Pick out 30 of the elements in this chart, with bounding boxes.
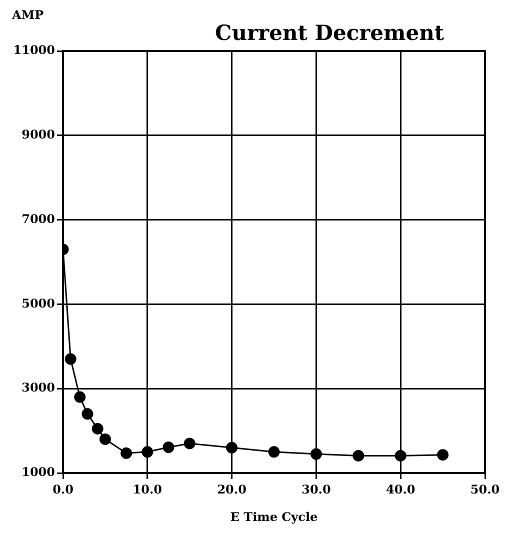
y-tick-label: 1000	[22, 465, 55, 480]
x-tick-label: 0.0	[52, 482, 74, 496]
point	[99, 433, 111, 445]
y-tick-label: 9000	[22, 128, 55, 142]
point	[120, 447, 132, 459]
point	[394, 450, 406, 462]
y-tick-label: 7000	[22, 212, 55, 226]
point	[142, 446, 154, 458]
x-tick-label: 20.0	[217, 482, 246, 496]
point	[226, 442, 238, 454]
point	[82, 408, 94, 420]
x-axis-title: E Time Cycle	[229, 510, 319, 524]
point	[74, 391, 86, 403]
x-tick-label: 10.0	[132, 482, 162, 496]
point	[352, 450, 364, 462]
x-tick-label: 50.0	[470, 482, 500, 496]
point	[184, 438, 196, 450]
y-tick-label: 5000	[22, 296, 55, 310]
point	[162, 442, 174, 454]
point	[310, 448, 322, 460]
point	[437, 449, 449, 461]
point	[92, 422, 104, 434]
y-tick-label: 3000	[22, 380, 55, 395]
y-tick-label: 11000	[13, 43, 55, 58]
point	[64, 353, 76, 365]
chart-title: Current Decrement	[215, 20, 444, 45]
x-tick-label: 30.0	[302, 482, 331, 496]
y-axis-title: AMP	[12, 8, 44, 22]
x-tick-label: 40.0	[386, 482, 416, 496]
point	[268, 446, 280, 458]
